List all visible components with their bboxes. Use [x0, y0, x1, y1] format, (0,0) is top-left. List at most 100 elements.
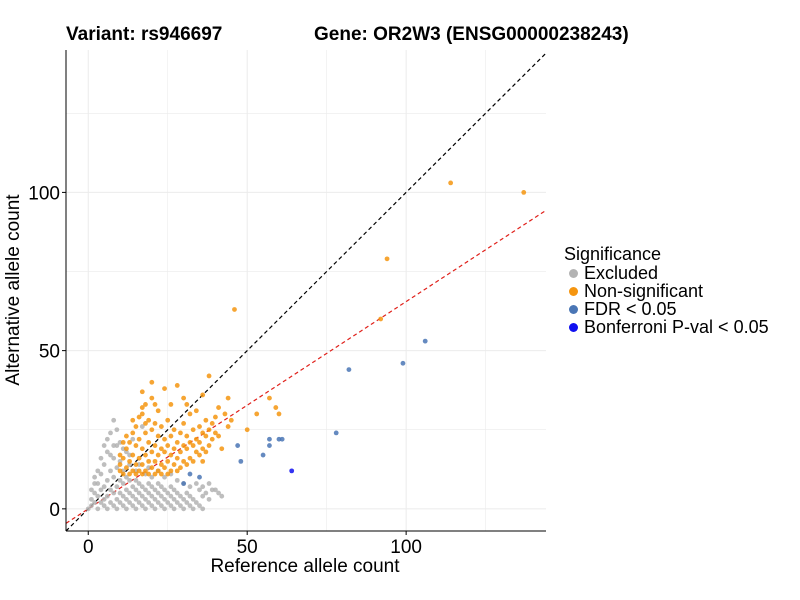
data-point: [200, 392, 206, 398]
data-point: [171, 446, 177, 452]
legend-label-fdr: FDR < 0.05: [584, 299, 677, 319]
data-point: [155, 433, 161, 439]
data-point: [149, 449, 155, 455]
data-point: [184, 500, 190, 505]
legend-label-bonferroni: Bonferroni P-val < 0.05: [584, 317, 769, 337]
data-point: [98, 487, 104, 493]
data-point: [117, 462, 123, 467]
data-point: [139, 493, 145, 499]
data-point: [89, 496, 94, 502]
data-point: [187, 455, 193, 461]
data-point: [162, 449, 167, 455]
data-point: [216, 405, 221, 410]
data-point: [171, 427, 177, 433]
data-point: [149, 474, 155, 480]
data-point: [111, 474, 117, 480]
data-point: [206, 427, 212, 433]
data-point: [143, 402, 148, 407]
data-point: [171, 462, 177, 467]
data-point: [187, 503, 193, 509]
data-point: [174, 477, 180, 483]
data-point: [139, 411, 145, 417]
data-point: [95, 506, 101, 512]
data-point: [133, 496, 139, 502]
data-point: [143, 496, 148, 502]
data-point: [162, 386, 167, 391]
data-point: [181, 443, 187, 448]
series-1: [117, 180, 527, 477]
data-point: [108, 468, 113, 474]
data-point: [225, 395, 231, 401]
legend-item-fdr: FDR < 0.05: [564, 300, 769, 318]
data-point: [114, 506, 120, 512]
data-point: [95, 468, 101, 474]
data-point: [171, 487, 177, 493]
data-point: [111, 443, 117, 448]
data-point: [400, 360, 406, 366]
data-point: [178, 503, 183, 509]
data-point: [139, 424, 145, 429]
data-point: [213, 430, 218, 436]
data-point: [158, 446, 164, 452]
data-point: [104, 493, 110, 499]
data-point: [98, 471, 104, 477]
data-point: [206, 481, 212, 486]
x-tick-label: 100: [390, 537, 422, 558]
data-point: [158, 471, 164, 477]
data-point: [184, 433, 190, 439]
data-point: [197, 452, 202, 458]
data-point: [85, 506, 91, 512]
data-point: [130, 452, 136, 458]
legend-label-non-significant: Non-significant: [584, 281, 704, 301]
data-point: [149, 427, 155, 433]
legend-dot-excluded: [569, 268, 578, 278]
data-point: [168, 468, 174, 474]
variant-title: Variant: rs946697: [66, 24, 223, 45]
legend-dot-non-significant: [569, 286, 578, 296]
data-point: [117, 452, 123, 458]
data-point: [197, 439, 202, 445]
data-point: [155, 452, 161, 458]
data-point: [267, 436, 272, 442]
data-point: [158, 493, 164, 499]
data-point: [133, 424, 139, 429]
data-point: [165, 490, 171, 496]
series-0: [85, 417, 225, 512]
data-point: [101, 503, 107, 509]
data-point: [162, 465, 167, 471]
data-point: [178, 465, 183, 471]
data-point: [181, 506, 187, 512]
data-point: [216, 490, 221, 496]
data-point: [168, 433, 174, 439]
data-point: [89, 503, 94, 509]
data-point: [152, 471, 158, 477]
data-point: [158, 424, 164, 429]
data-point: [108, 430, 113, 436]
data-point: [143, 452, 148, 458]
data-point: [181, 421, 187, 426]
data-point: [200, 506, 206, 512]
data-point: [104, 506, 110, 512]
data-point: [219, 493, 225, 499]
data-point: [209, 421, 215, 426]
data-point: [181, 395, 187, 401]
data-point: [130, 430, 136, 436]
legend-label-excluded: Excluded: [584, 263, 659, 283]
data-point: [187, 411, 193, 417]
data-point: [139, 446, 145, 452]
data-point: [203, 433, 209, 439]
data-point: [111, 417, 117, 423]
y-tick-label: 50: [39, 342, 60, 363]
data-point: [111, 490, 117, 496]
data-point: [193, 436, 199, 442]
data-point: [149, 503, 155, 509]
data-point: [101, 484, 107, 490]
data-point: [120, 439, 126, 445]
data-point: [422, 338, 428, 344]
data-point: [200, 446, 206, 452]
data-point: [123, 474, 129, 480]
data-point: [174, 500, 180, 505]
data-point: [136, 455, 142, 461]
data-point: [168, 493, 174, 499]
